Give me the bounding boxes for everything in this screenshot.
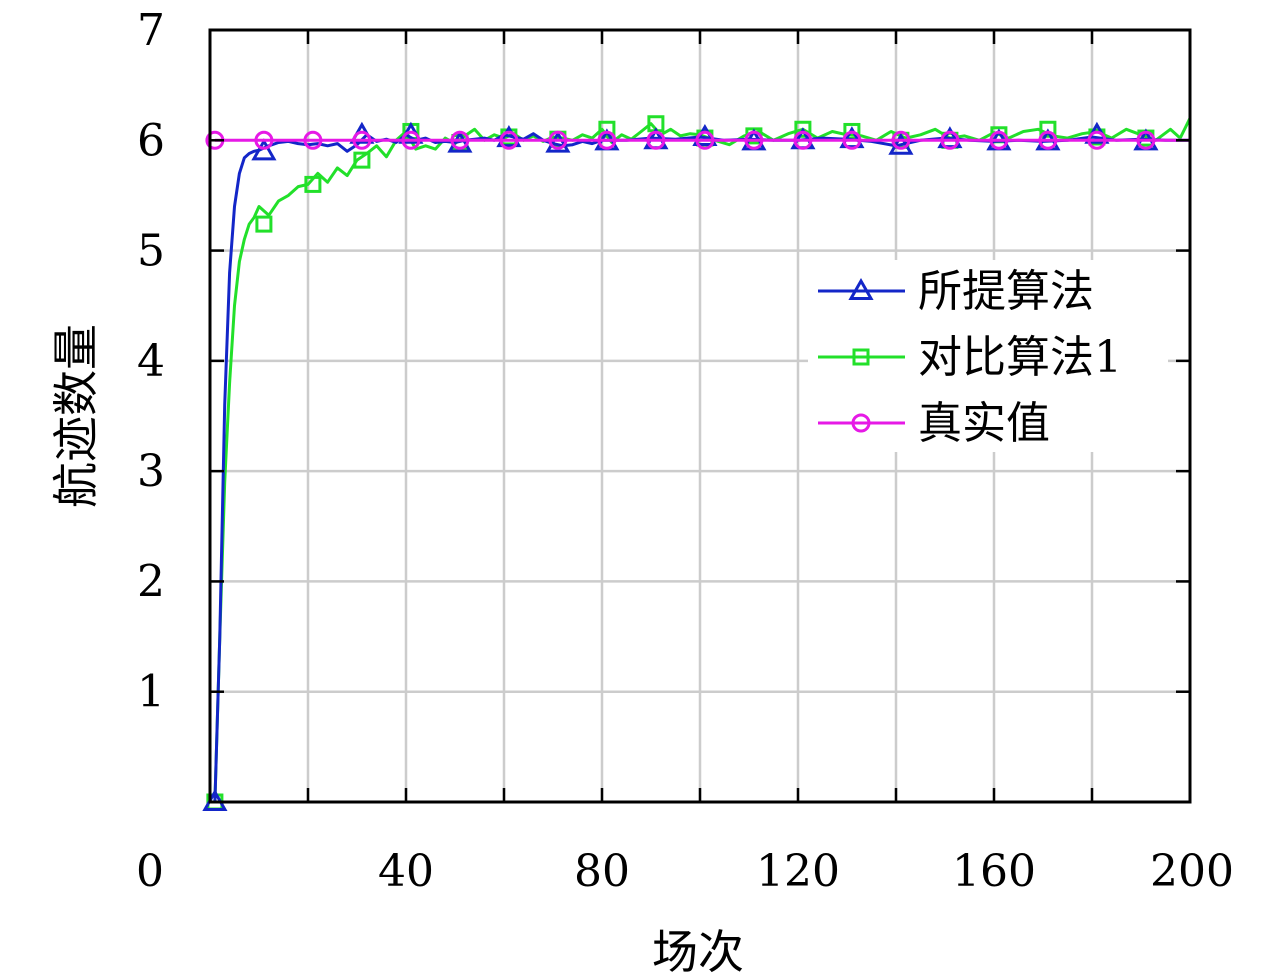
legend-label: 真实值 [918, 398, 1050, 449]
series-circle [205, 130, 1190, 150]
triangle-marker [545, 130, 571, 153]
legend-item: 所提算法 [818, 266, 1094, 317]
legend-item: 真实值 [818, 398, 1050, 449]
square-marker [255, 215, 273, 233]
y-axis-label: 航迹数量 [49, 324, 103, 508]
ticks [210, 30, 1190, 802]
triangle-marker [496, 125, 522, 148]
y-tick-label: 7 [137, 5, 165, 56]
triangle-marker [839, 126, 865, 149]
triangle-marker [937, 126, 963, 149]
series-line [213, 117, 1192, 803]
y-tick-label: 3 [137, 446, 165, 497]
triangle-marker [447, 130, 473, 153]
square-marker [304, 175, 322, 193]
legend-triangle-marker [848, 277, 874, 300]
tick-labels: 0 40 80 120 160 200 1 2 3 4 5 6 7 [136, 5, 1234, 897]
y-tick-label: 4 [137, 336, 165, 387]
x-axis-label: 场次 [652, 925, 744, 979]
circle-marker [499, 130, 519, 150]
y-tick-label: 1 [137, 667, 165, 718]
circle-marker [891, 130, 911, 150]
series-layer [202, 115, 1192, 811]
circle-marker [744, 130, 764, 150]
circle-marker [646, 130, 666, 150]
circle-marker [450, 130, 470, 150]
legend-circle-marker [851, 413, 871, 433]
x-tick-label: 120 [756, 846, 840, 897]
circle-marker [1038, 130, 1058, 150]
legend-square-marker [852, 348, 870, 366]
series-triangle [202, 121, 1190, 811]
circle-marker [695, 130, 715, 150]
x-tick-label: 40 [378, 846, 434, 897]
circle-marker [254, 130, 274, 150]
x-tick-label: 160 [952, 846, 1036, 897]
circle-marker [303, 130, 323, 150]
circle-marker [352, 130, 372, 150]
circle-marker [1136, 130, 1156, 150]
circle-marker [989, 130, 1009, 150]
legend-item: 对比算法1 [818, 332, 1122, 383]
square-marker [1039, 120, 1057, 138]
x-tick-label: 200 [1150, 846, 1234, 897]
legend-label: 所提算法 [918, 266, 1094, 317]
circle-marker [597, 130, 617, 150]
triangle-marker [251, 138, 277, 161]
circle-marker [1087, 130, 1107, 150]
series-line [213, 132, 1190, 803]
x-tick-label: 80 [574, 846, 630, 897]
y-tick-label: 6 [137, 115, 165, 166]
square-marker [353, 151, 371, 169]
circle-marker [842, 130, 862, 150]
circle-marker [401, 130, 421, 150]
square-marker [598, 120, 616, 138]
x-tick-label: 0 [136, 846, 164, 897]
y-tick-label: 2 [137, 556, 165, 607]
legend-label: 对比算法1 [918, 332, 1122, 383]
circle-marker [793, 130, 813, 150]
square-marker [794, 120, 812, 138]
circle-marker [940, 130, 960, 150]
circle-marker [548, 130, 568, 150]
y-tick-label: 5 [137, 226, 165, 277]
